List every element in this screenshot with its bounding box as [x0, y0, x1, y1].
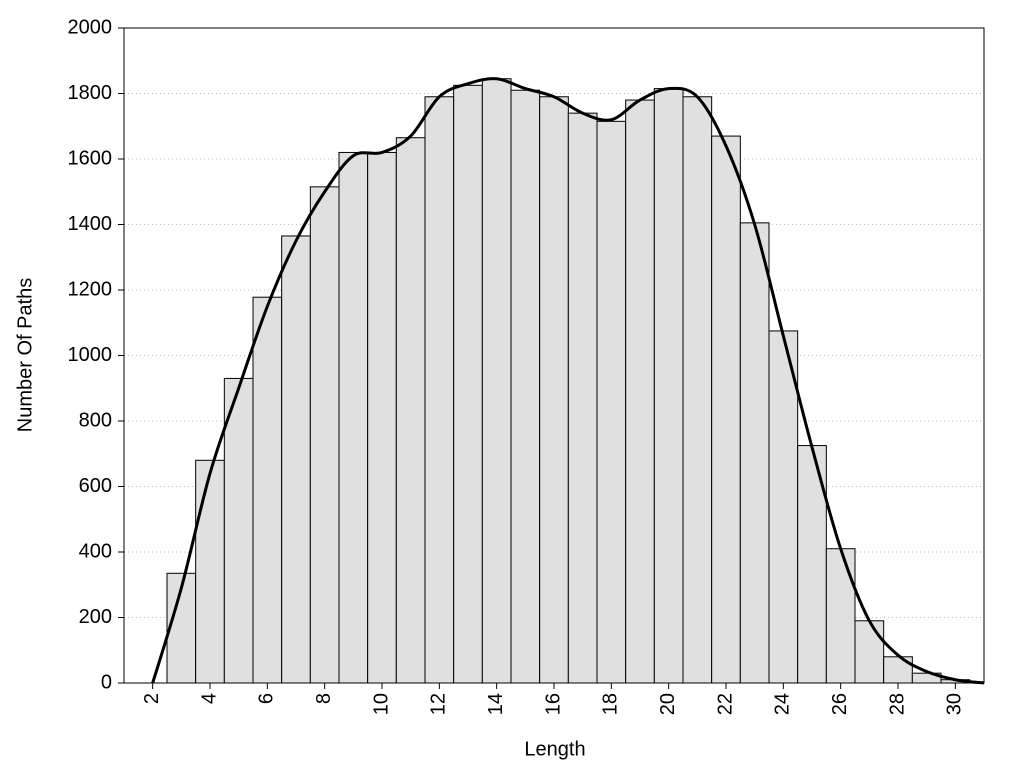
bar [309, 186, 340, 684]
x-tick-label: 22 [714, 693, 736, 715]
y-tick-label: 1200 [68, 278, 113, 300]
bar [682, 96, 713, 684]
bar [539, 96, 569, 684]
x-tick-label: 18 [600, 693, 622, 715]
bar [338, 151, 369, 684]
x-tick-label: 2 [141, 693, 163, 704]
x-tick-label: 28 [886, 693, 908, 715]
y-tick-label: 1800 [68, 82, 113, 104]
bar [596, 120, 627, 684]
bar [195, 459, 225, 684]
x-tick-label: 12 [428, 693, 450, 715]
y-tick-label: 1000 [68, 344, 113, 366]
plot-frame [123, 27, 985, 684]
bar [653, 88, 684, 684]
x-tick-label: 26 [829, 693, 851, 715]
bar [711, 135, 741, 684]
y-tick-label: 1600 [68, 147, 113, 169]
x-tick-label: 4 [198, 693, 220, 704]
bar [825, 548, 856, 684]
y-tick-label: 600 [79, 475, 112, 497]
bar [367, 151, 397, 684]
bar [395, 137, 426, 684]
x-axis-label: Length [524, 738, 585, 760]
x-tick-label: 6 [256, 693, 278, 704]
bar [481, 78, 512, 684]
y-axis-label: Number Of Paths [14, 278, 36, 433]
y-tick-label: 200 [79, 606, 112, 628]
bar [252, 296, 283, 684]
density-curve [151, 77, 985, 685]
x-tick-label: 14 [485, 693, 507, 715]
y-tick-label: 1400 [68, 213, 113, 235]
bar [567, 112, 598, 684]
bar [424, 96, 455, 684]
x-tick-label: 24 [772, 693, 794, 715]
y-tick-label: 800 [79, 409, 112, 431]
bar [739, 222, 770, 684]
x-tick-label: 30 [944, 693, 966, 715]
y-tick-label: 400 [79, 540, 112, 562]
bar [854, 620, 885, 684]
bar [453, 84, 483, 684]
x-tick-label: 16 [542, 693, 564, 715]
x-tick-label: 10 [370, 693, 392, 715]
x-tick-label: 20 [657, 693, 679, 715]
x-tick-label: 8 [313, 693, 335, 704]
y-tick-label: 2000 [68, 16, 113, 38]
bar [625, 99, 655, 684]
y-tick-label: 0 [101, 671, 112, 693]
bar [510, 89, 541, 684]
bar [223, 377, 254, 684]
bar [281, 235, 311, 684]
bar [768, 330, 799, 684]
